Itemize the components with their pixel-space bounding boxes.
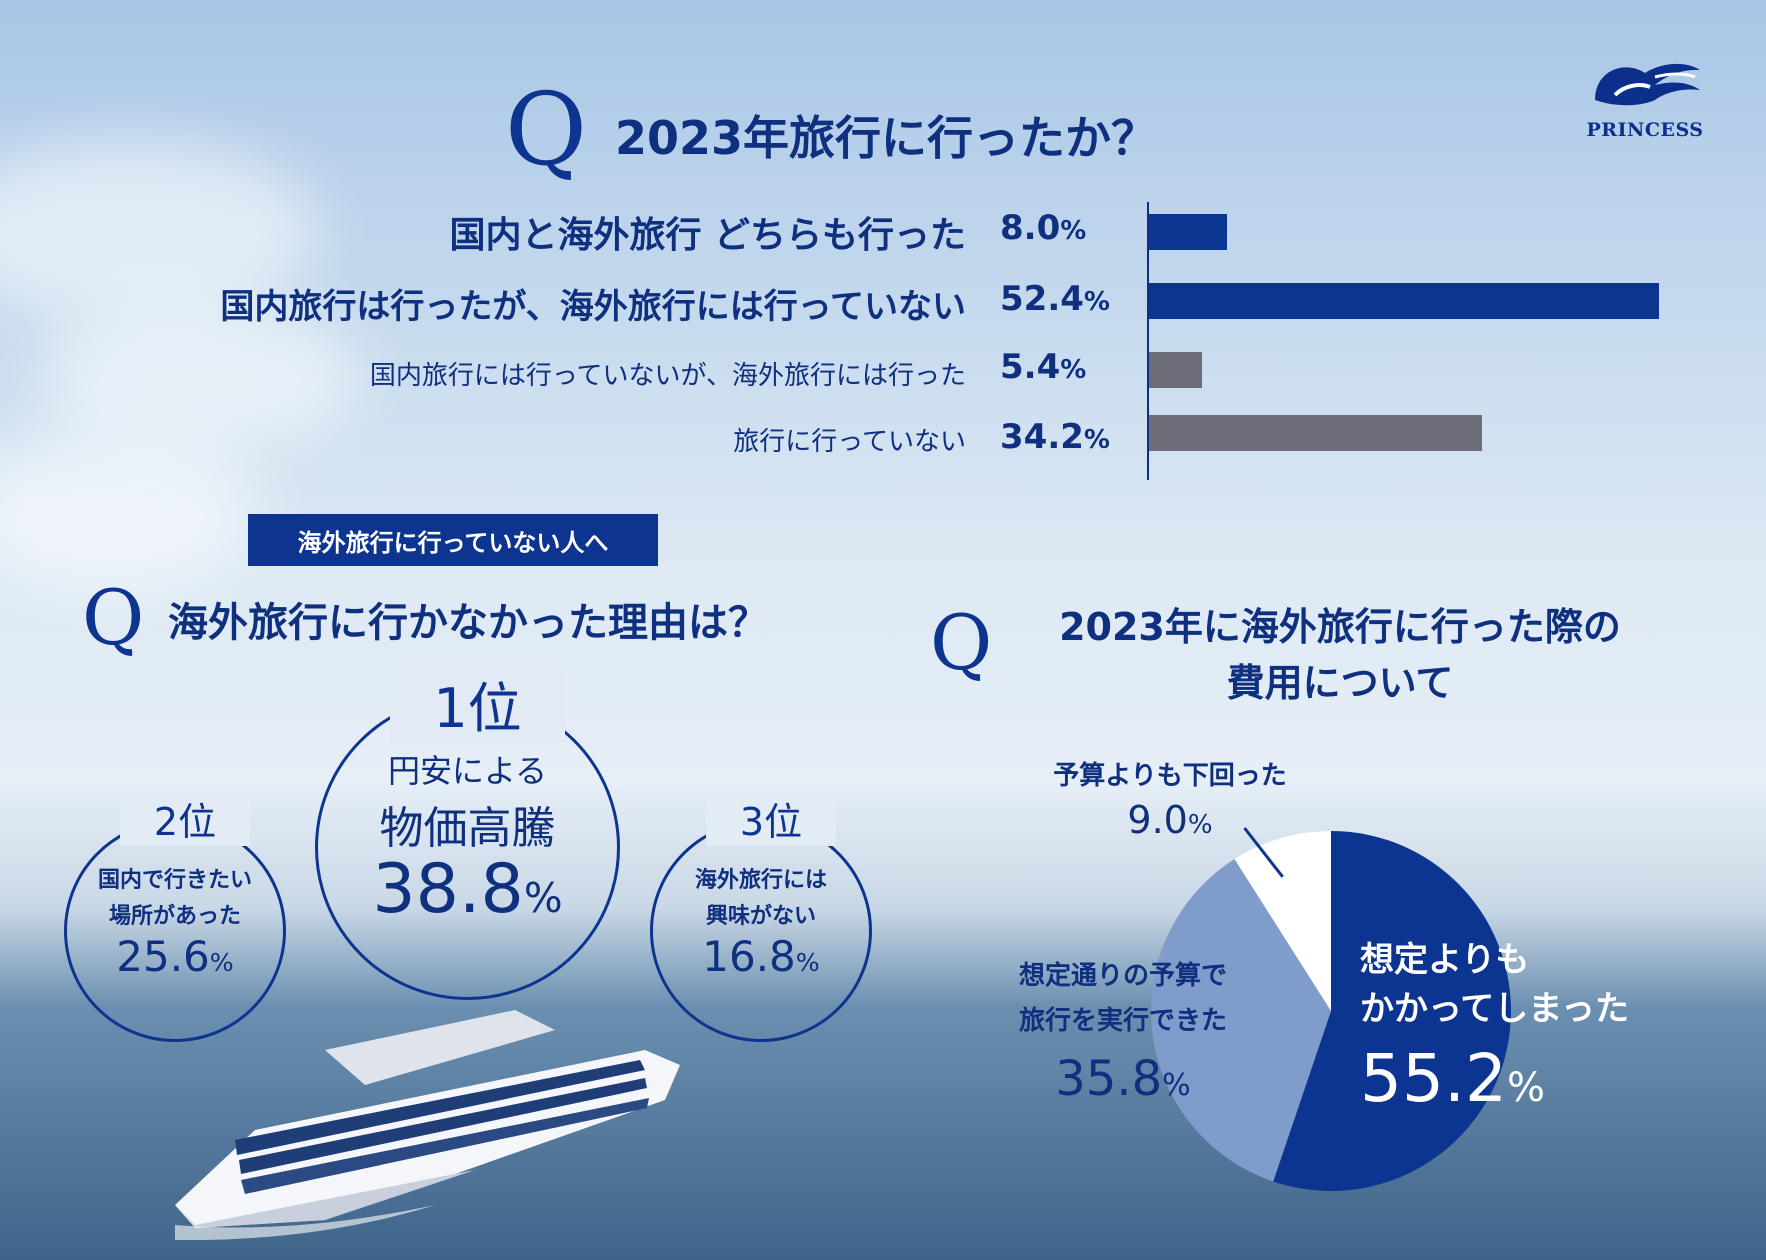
bar-axis	[1147, 202, 1149, 480]
pie-slice-label: 想定通りの予算で 旅行を実行できた 35.8%	[998, 955, 1248, 1107]
rank-2-circle	[64, 820, 286, 1042]
logo-text: PRINCESS	[1586, 119, 1704, 141]
rank-3-value: 16.8%	[702, 932, 820, 981]
rank-3-text: 海外旅行には	[694, 868, 827, 893]
princess-logo: PRINCESS	[1580, 55, 1710, 141]
bar-value: 34.2%	[1000, 417, 1110, 457]
bar	[1149, 415, 1482, 451]
target-badge: 海外旅行に行っていない人へ	[248, 514, 658, 566]
rank-2-value: 25.6%	[116, 932, 234, 981]
pie-chart	[1151, 831, 1511, 1191]
cloud	[0, 430, 260, 590]
q-icon: Q	[505, 71, 587, 188]
rank-3-label: 3位	[706, 791, 836, 846]
pie-slice-value: 35.8%	[1055, 1051, 1191, 1107]
cloud	[0, 140, 320, 320]
bar-label: 国内旅行は行ったが、海外旅行には行っていない	[220, 287, 966, 327]
pie-slice	[1234, 831, 1331, 1011]
chart3-title: 費用について	[1226, 661, 1454, 705]
bar-value: 52.4%	[1000, 279, 1110, 319]
rank-1-text: 物価高騰	[379, 803, 556, 854]
pie-slice	[1151, 859, 1331, 1182]
rank-2-label: 2位	[120, 791, 250, 846]
chart3-title: 2023年に海外旅行に行った際の	[1059, 605, 1621, 649]
q-icon: Q	[82, 573, 145, 662]
cloud	[40, 300, 360, 450]
bar	[1149, 352, 1202, 388]
bar-value: 5.4%	[1000, 347, 1087, 387]
bar-value: 8.0%	[1000, 208, 1087, 248]
rank-3-circle	[650, 820, 872, 1042]
rank-1-value: 38.8%	[372, 850, 563, 929]
rank-3-text: 興味がない	[705, 904, 816, 929]
bar-label: 旅行に行っていない	[733, 427, 966, 457]
pie-slice-value: 9.0%	[1127, 798, 1213, 842]
pie-slice-label: 想定よりも かかってしまった 55.2%	[1360, 940, 1629, 1117]
rank-1-label: 1位	[390, 664, 565, 743]
pie-slice-label: 予算よりも下回った 9.0%	[1030, 755, 1310, 842]
bar-label: 国内と海外旅行 どちらも行った	[449, 215, 966, 256]
rank-2-text: 国内で行きたい	[97, 868, 252, 893]
bar-label: 国内旅行には行っていないが、海外旅行には行った	[369, 361, 966, 391]
rank-2-text: 場所があった	[108, 904, 241, 929]
cruise-ship-image	[175, 1010, 680, 1240]
chart2-title: 海外旅行に行かなかった理由は？	[168, 600, 768, 646]
pie-slice	[1273, 831, 1511, 1191]
q-icon: Q	[930, 598, 993, 687]
bar	[1149, 214, 1227, 250]
rank-1-text: 円安による	[387, 752, 548, 790]
wave-logo-icon	[1595, 63, 1700, 106]
chart1-title: 2023年旅行に行ったか？	[615, 111, 1158, 165]
pie-slice-value: 55.2%	[1360, 1040, 1545, 1117]
bar	[1149, 283, 1659, 319]
